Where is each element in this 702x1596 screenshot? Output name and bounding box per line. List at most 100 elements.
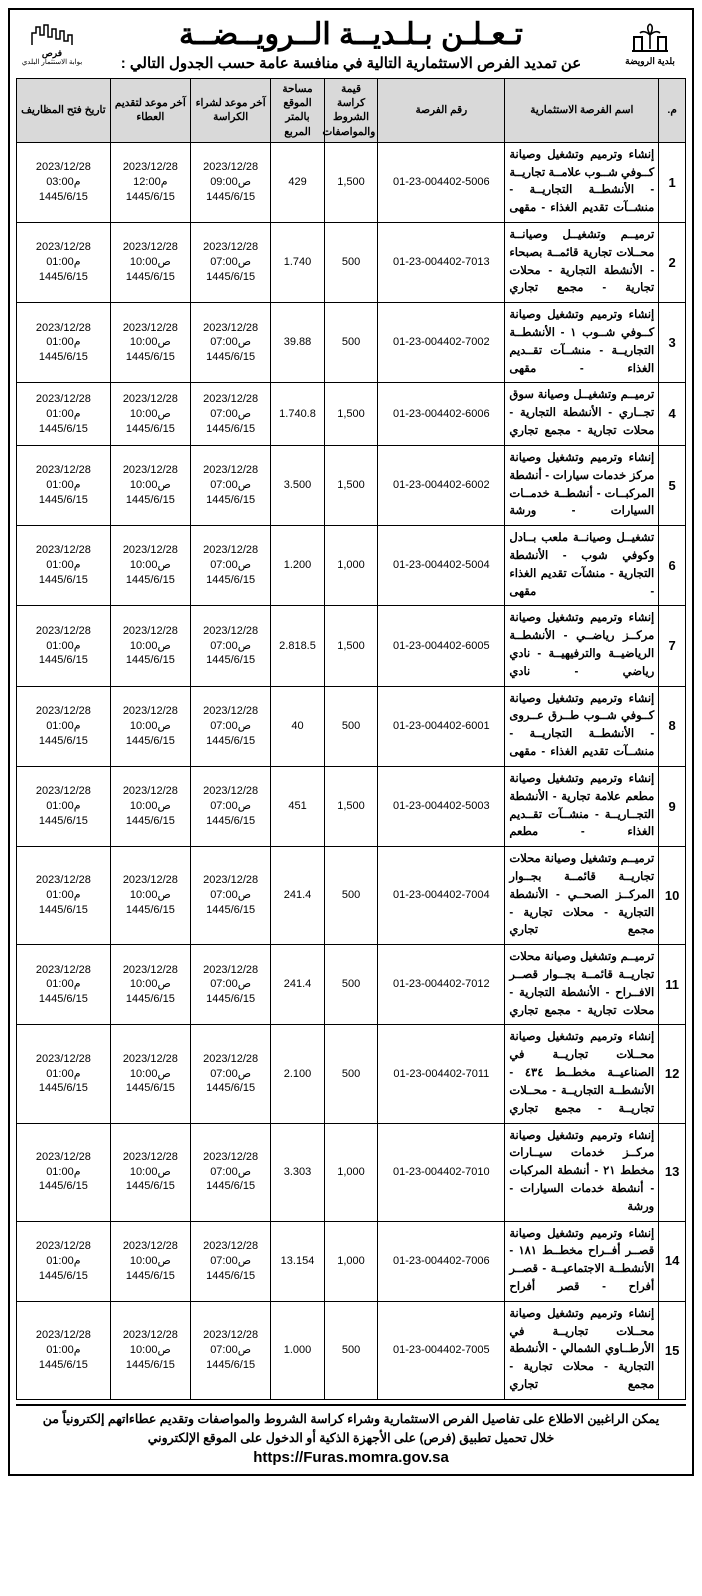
date-cell: 2023/12/28ص10:001445/6/15	[110, 686, 190, 766]
date-cell: 2023/12/28م01:001445/6/15	[17, 222, 111, 302]
opportunity-name: إنشاء وترميم وتشغيل وصيانة مطعم علامة تج…	[505, 766, 659, 846]
table-row: 14إنشاء وترميم وتشغيل وصيانة قصــر أفــر…	[17, 1221, 686, 1301]
row-index: 14	[659, 1221, 686, 1301]
date-cell: 2023/12/28ص10:001445/6/15	[110, 526, 190, 606]
row-index: 7	[659, 606, 686, 686]
date-cell: 2023/12/28ص07:001445/6/15	[190, 1123, 270, 1221]
date-cell: 2023/12/28ص10:001445/6/15	[110, 847, 190, 945]
table-row: 7إنشاء وترميم وتشغيل وصيانة مركــز رياضـ…	[17, 606, 686, 686]
date-cell: 2023/12/28ص07:001445/6/15	[190, 1221, 270, 1301]
opportunity-name: إنشاء وترميم وتشغيل وصيانة مركز خدمات سي…	[505, 445, 659, 525]
site-area: 241.4	[271, 847, 325, 945]
table-row: 10ترميــم وتشغيل وصيانة محلات تجاريــة ق…	[17, 847, 686, 945]
date-cell: 2023/12/28م01:001445/6/15	[17, 1123, 111, 1221]
site-area: 39.88	[271, 303, 325, 383]
row-index: 9	[659, 766, 686, 846]
date-cell: 2023/12/28م01:001445/6/15	[17, 526, 111, 606]
date-cell: 2023/12/28ص07:001445/6/15	[190, 606, 270, 686]
row-index: 1	[659, 142, 686, 222]
document-frame: بلدية الرويضة تـعـلـن بـلـديــة الــرويـ…	[8, 8, 694, 1476]
opportunity-number: 01-23-004402-6001	[378, 686, 505, 766]
table-row: 15إنشاء وترميم وتشغيل وصيانة محــلات تجا…	[17, 1301, 686, 1399]
site-area: 40	[271, 686, 325, 766]
date-cell: 2023/12/28ص10:001445/6/15	[110, 1123, 190, 1221]
municipality-logo: بلدية الرويضة	[614, 14, 686, 74]
opportunity-name: ترميــم وتشغيــل وصيانــة محــلات تجارية…	[505, 222, 659, 302]
opportunity-number: 01-23-004402-6005	[378, 606, 505, 686]
row-index: 10	[659, 847, 686, 945]
opportunity-name: ترميــم وتشغيل وصيانة محلات تجاريــة قائ…	[505, 847, 659, 945]
date-cell: 2023/12/28ص10:001445/6/15	[110, 445, 190, 525]
opportunity-number: 01-23-004402-7006	[378, 1221, 505, 1301]
table-row: 13إنشاء وترميم وتشغيل وصيانة مركــز خدما…	[17, 1123, 686, 1221]
title-block: تـعـلـن بـلـديــة الــرويــضــة عن تمديد…	[96, 17, 606, 72]
date-cell: 2023/12/28ص07:001445/6/15	[190, 1025, 270, 1123]
document-price: 500	[324, 222, 378, 302]
opportunity-number: 01-23-004402-7011	[378, 1025, 505, 1123]
municipality-logo-caption: بلدية الرويضة	[625, 57, 675, 67]
document-price: 1,000	[324, 526, 378, 606]
date-cell: 2023/12/28م01:001445/6/15	[17, 945, 111, 1025]
palm-emblem-icon	[630, 21, 670, 55]
skyline-icon	[30, 21, 74, 47]
date-cell: 2023/12/28ص07:001445/6/15	[190, 945, 270, 1025]
date-cell: 2023/12/28م01:001445/6/15	[17, 606, 111, 686]
table-row: 1إنشاء وترميم وتشغيل وصيانة كــوفي شــوب…	[17, 142, 686, 222]
date-cell: 2023/12/28ص10:001445/6/15	[110, 383, 190, 445]
opportunity-name: إنشاء وترميم وتشغيل وصيانة كــوفي شــوب …	[505, 686, 659, 766]
furas-logo: فرص بوابة الاستثمار البلدي	[16, 14, 88, 74]
footer-line1: يمكن الراغبين الاطلاع على تفاصيل الفرص ا…	[43, 1412, 659, 1426]
date-cell: 2023/12/28ص10:001445/6/15	[110, 222, 190, 302]
date-cell: 2023/12/28م01:001445/6/15	[17, 303, 111, 383]
furas-logo-sub: بوابة الاستثمار البلدي	[22, 59, 82, 67]
row-index: 4	[659, 383, 686, 445]
site-area: 3.303	[271, 1123, 325, 1221]
opportunity-number: 01-23-004402-7013	[378, 222, 505, 302]
document-price: 1,000	[324, 1221, 378, 1301]
col-header: مساحة الموقع بالمتر المربع	[271, 79, 325, 143]
date-cell: 2023/12/28م01:001445/6/15	[17, 686, 111, 766]
opportunities-table: م.اسم الفرصة الاستثماريةرقم الفرصةقيمة ك…	[16, 78, 686, 1400]
date-cell: 2023/12/28ص10:001445/6/15	[110, 1301, 190, 1399]
date-cell: 2023/12/28ص10:001445/6/15	[110, 606, 190, 686]
opportunity-name: تشغيــل وصيانــة ملعب بــادل وكوفي شوب -…	[505, 526, 659, 606]
site-area: 1.000	[271, 1301, 325, 1399]
date-cell: 2023/12/28م03:001445/6/15	[17, 142, 111, 222]
opportunity-name: إنشاء وترميم وتشغيل وصيانة كــوفي شــوب …	[505, 303, 659, 383]
date-cell: 2023/12/28ص07:001445/6/15	[190, 526, 270, 606]
date-cell: 2023/12/28ص07:001445/6/15	[190, 303, 270, 383]
opportunity-number: 01-23-004402-7012	[378, 945, 505, 1025]
opportunity-name: إنشاء وترميم وتشغيل وصيانة قصــر أفــراح…	[505, 1221, 659, 1301]
footer-line2: خلال تحميل تطبيق (فرص) على الأجهزة الذكي…	[148, 1431, 554, 1445]
date-cell: 2023/12/28ص07:001445/6/15	[190, 847, 270, 945]
opportunity-name: إنشاء وترميم وتشغيل وصيانة مركــز رياضــ…	[505, 606, 659, 686]
table-body: 1إنشاء وترميم وتشغيل وصيانة كــوفي شــوب…	[17, 142, 686, 1399]
table-header-row: م.اسم الفرصة الاستثماريةرقم الفرصةقيمة ك…	[17, 79, 686, 143]
date-cell: 2023/12/28ص07:001445/6/15	[190, 445, 270, 525]
document-price: 500	[324, 1025, 378, 1123]
opportunity-name: إنشاء وترميم وتشغيل وصيانة كــوفي شــوب …	[505, 142, 659, 222]
opportunity-name: إنشاء وترميم وتشغيل وصيانة محــلات تجاري…	[505, 1301, 659, 1399]
date-cell: 2023/12/28ص10:001445/6/15	[110, 1025, 190, 1123]
date-cell: 2023/12/28م01:001445/6/15	[17, 847, 111, 945]
site-area: 1.740.8	[271, 383, 325, 445]
site-area: 2.818.5	[271, 606, 325, 686]
document-price: 500	[324, 1301, 378, 1399]
table-row: 2ترميــم وتشغيــل وصيانــة محــلات تجاري…	[17, 222, 686, 302]
row-index: 12	[659, 1025, 686, 1123]
document-price: 500	[324, 945, 378, 1025]
document-price: 1,500	[324, 383, 378, 445]
table-head: م.اسم الفرصة الاستثماريةرقم الفرصةقيمة ك…	[17, 79, 686, 143]
date-cell: 2023/12/28م01:001445/6/15	[17, 445, 111, 525]
site-area: 451	[271, 766, 325, 846]
site-area: 241.4	[271, 945, 325, 1025]
date-cell: 2023/12/28م01:001445/6/15	[17, 1221, 111, 1301]
table-row: 3إنشاء وترميم وتشغيل وصيانة كــوفي شــوب…	[17, 303, 686, 383]
row-index: 6	[659, 526, 686, 606]
opportunity-name: ترميــم وتشغيل وصيانة محلات تجاريــة قائ…	[505, 945, 659, 1025]
row-index: 13	[659, 1123, 686, 1221]
opportunity-name: إنشاء وترميم وتشغيل وصيانة محــلات تجاري…	[505, 1025, 659, 1123]
row-index: 2	[659, 222, 686, 302]
main-title: تـعـلـن بـلـديــة الــرويــضــة	[96, 17, 606, 52]
col-header: اسم الفرصة الاستثمارية	[505, 79, 659, 143]
